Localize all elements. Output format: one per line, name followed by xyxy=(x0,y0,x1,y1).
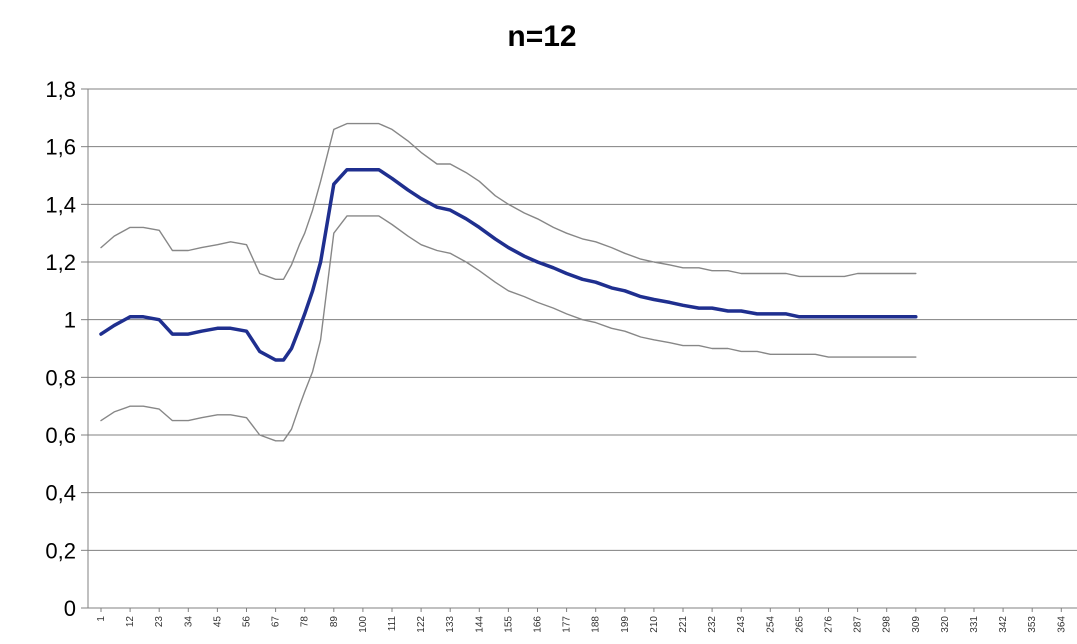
x-tick-label: 276 xyxy=(824,616,835,633)
x-tick-label: 320 xyxy=(940,616,951,633)
series-line-lower xyxy=(100,215,917,442)
x-tick-label: 309 xyxy=(911,616,922,633)
x-tick-label: 243 xyxy=(736,616,747,633)
x-tick-label: 232 xyxy=(707,616,718,633)
series-line-upper xyxy=(100,122,917,280)
x-tick-label: 199 xyxy=(620,616,631,633)
x-tick-label: 12 xyxy=(125,616,136,628)
x-tick-label: 89 xyxy=(329,616,340,628)
x-tick-label: 45 xyxy=(212,616,223,628)
x-tick-label: 210 xyxy=(649,616,660,633)
x-tick-label: 221 xyxy=(678,616,689,633)
x-tick-label: 34 xyxy=(183,616,194,628)
x-tick-label: 177 xyxy=(562,616,573,633)
y-tick-label: 0,8 xyxy=(45,365,76,390)
x-tick-label: 188 xyxy=(591,616,602,633)
y-tick-label: 1,2 xyxy=(45,250,76,275)
x-tick-label: 1 xyxy=(96,616,107,622)
axes xyxy=(81,88,1077,612)
x-tick-label: 166 xyxy=(533,616,544,633)
x-tick-label: 56 xyxy=(242,616,253,628)
series-line-mean xyxy=(99,167,918,362)
x-tick-labels: 1 12 23 34 45 56 67 78 89 100 111 122 133 144 155 166 17… xyxy=(96,616,1067,633)
series-lines xyxy=(99,122,918,442)
x-tick-label: 133 xyxy=(445,616,456,633)
y-tick-label: 0,6 xyxy=(45,423,76,448)
chart-title: n=12 xyxy=(507,20,576,53)
y-tick-labels: 0 0,2 0,4 0,6 0,8 1 1,2 1,4 1,6 1,8 xyxy=(45,77,76,621)
x-tick-label: 254 xyxy=(765,616,776,633)
x-tick-label: 353 xyxy=(1027,616,1038,633)
y-tick-label: 1 xyxy=(64,308,76,333)
x-tick-label: 23 xyxy=(154,616,165,628)
x-tick-label: 67 xyxy=(271,616,282,628)
x-tick-label: 298 xyxy=(882,616,893,633)
y-tick-label: 0,2 xyxy=(45,538,76,563)
x-tick-label: 122 xyxy=(416,616,427,633)
x-tick-label: 331 xyxy=(969,616,980,633)
y-tick-label: 0,4 xyxy=(45,481,76,506)
x-tick-label: 287 xyxy=(853,616,864,633)
x-tick-label: 342 xyxy=(998,616,1009,633)
x-tick-label: 364 xyxy=(1056,616,1067,633)
y-tick-label: 1,6 xyxy=(45,135,76,160)
x-tick-label: 144 xyxy=(474,616,485,633)
y-tick-label: 0 xyxy=(64,596,76,621)
x-tick-label: 265 xyxy=(794,616,805,633)
x-tick-label: 78 xyxy=(300,616,311,628)
y-tick-label: 1,4 xyxy=(45,192,76,217)
x-tick-label: 100 xyxy=(358,616,369,633)
x-tick-label: 111 xyxy=(387,616,398,632)
x-tick-label: 155 xyxy=(503,616,514,633)
y-tick-label: 1,8 xyxy=(45,77,76,102)
